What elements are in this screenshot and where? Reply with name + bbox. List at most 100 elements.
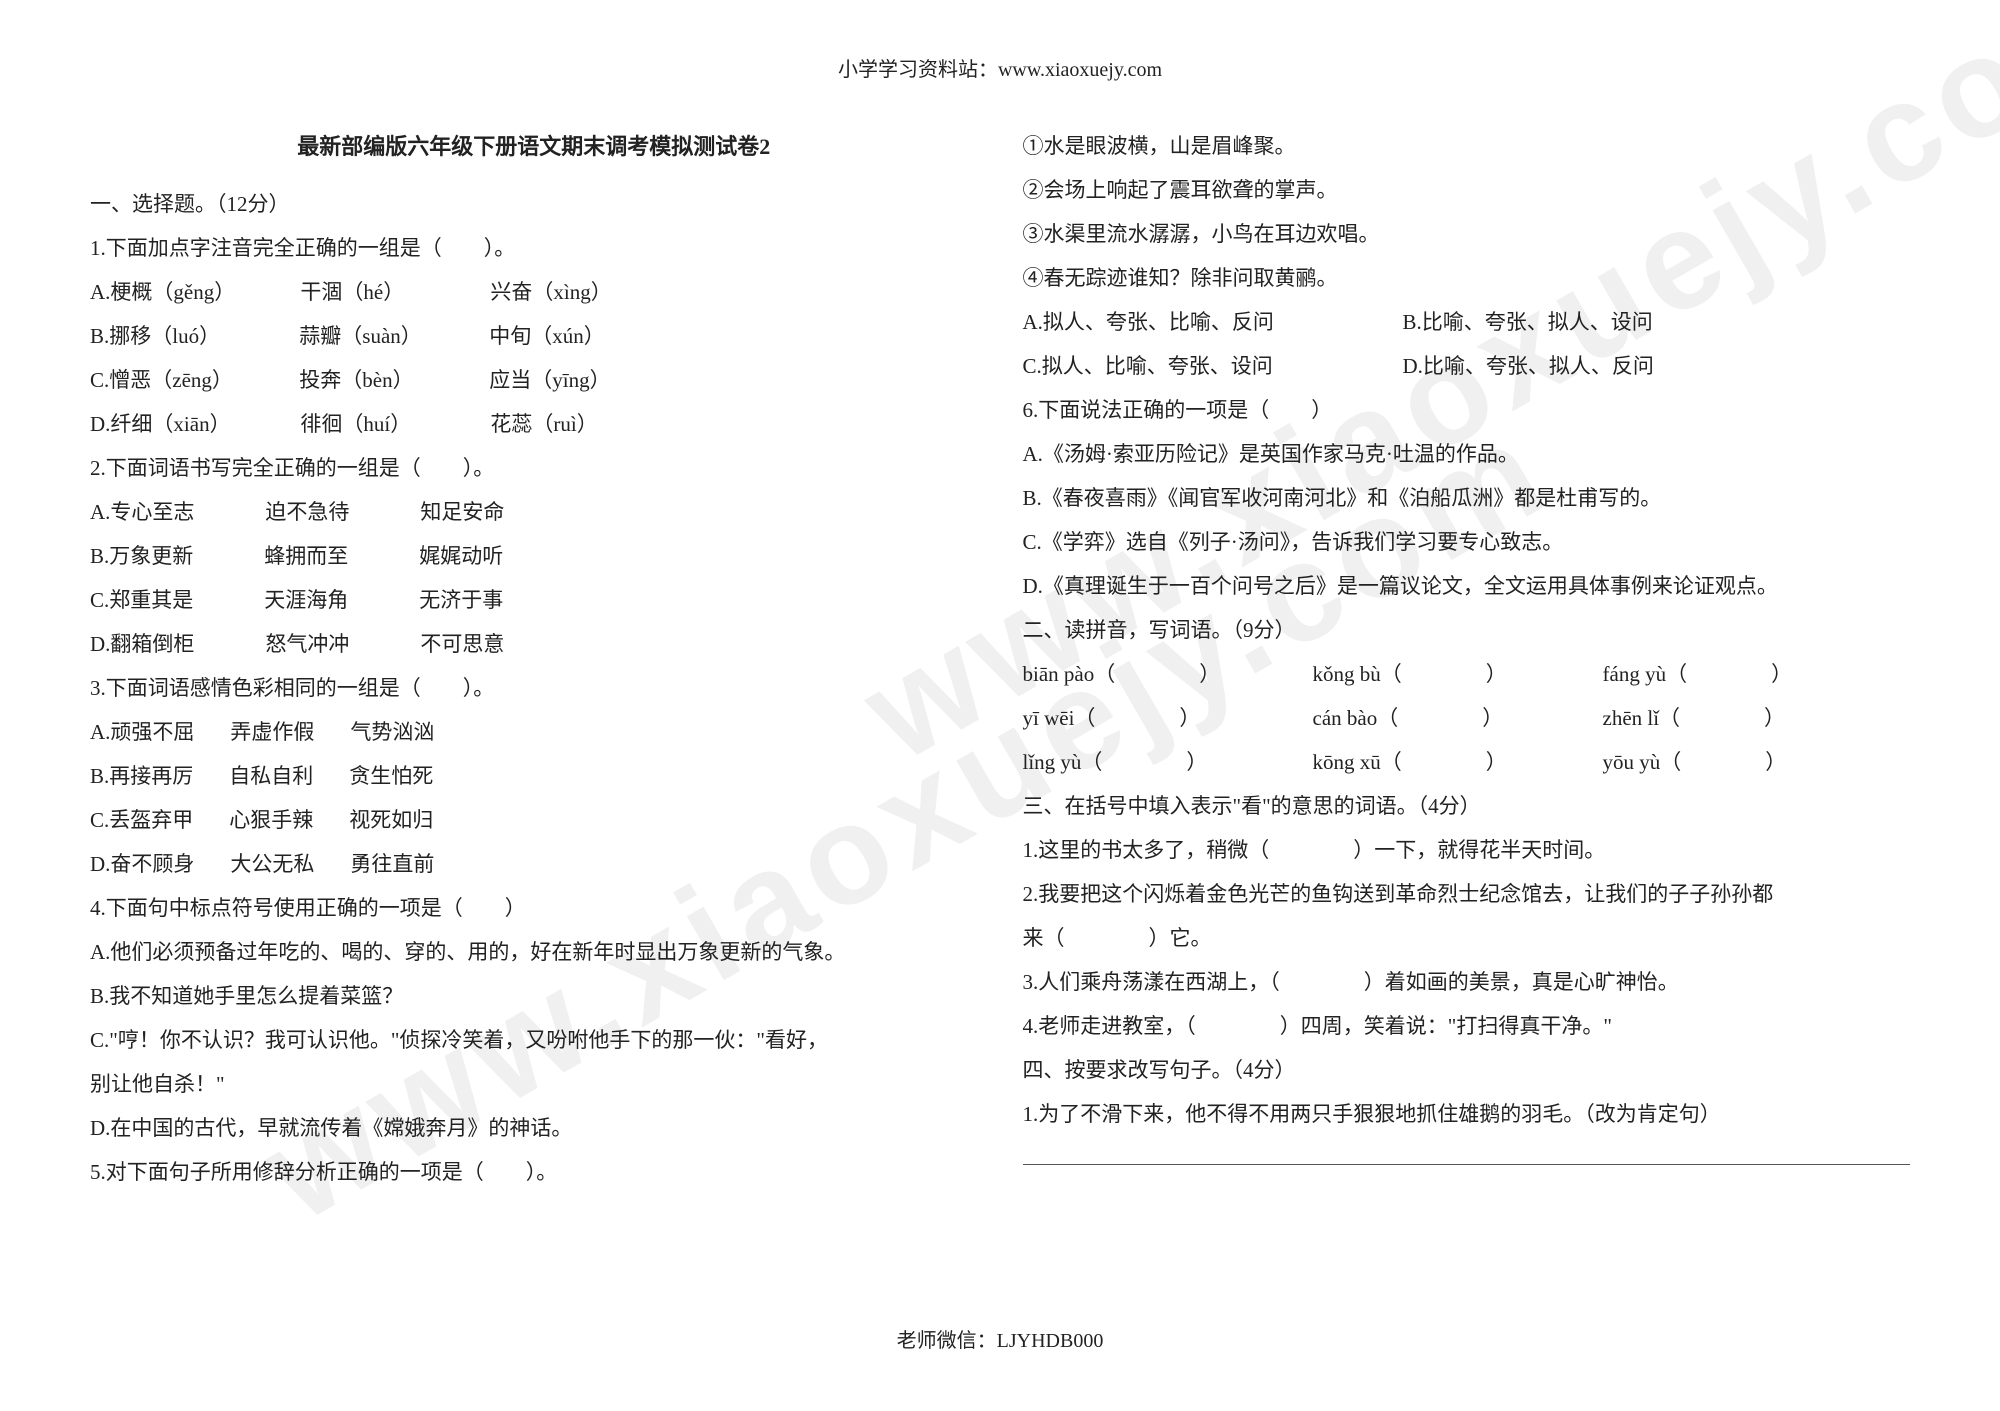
word: 投奔（bèn） xyxy=(299,359,489,401)
word: 顽强不屈 xyxy=(110,711,230,753)
opt-prefix: A. xyxy=(90,720,110,744)
opt-d: D.比喻、夸张、拟人、反问 xyxy=(1403,354,1654,378)
word: 蒜瓣（suàn） xyxy=(299,315,489,357)
opt-prefix: C. xyxy=(90,588,109,612)
word: 心狠手辣 xyxy=(229,799,349,841)
pinyin-item: fáng yù（ ） xyxy=(1603,662,1793,686)
pinyin-row: yī wēi（ ）cán bào（ ）zhēn lǐ（ ） xyxy=(1023,697,1911,739)
q3-b: B.再接再厉自私自利贪生怕死 xyxy=(90,755,978,797)
q5-ab: A.拟人、夸张、比喻、反问B.比喻、夸张、拟人、设问 xyxy=(1023,301,1911,343)
opt-prefix: C. xyxy=(90,808,109,832)
q4-c2: 别让他自杀！" xyxy=(90,1063,978,1105)
word: 花蕊（ruì） xyxy=(490,412,597,436)
opt-prefix: A. xyxy=(90,500,110,524)
word: 迫不急待 xyxy=(265,491,420,533)
paper-title: 最新部编版六年级下册语文期末调考模拟测试卷2 xyxy=(90,125,978,169)
opt-prefix: A. xyxy=(90,280,110,304)
q6-stem: 6.下面说法正确的一项是（ ） xyxy=(1023,389,1911,431)
section4-head: 四、按要求改写句子。（4分） xyxy=(1023,1049,1911,1091)
word: 蜂拥而至 xyxy=(264,535,419,577)
q5-l2: ②会场上响起了震耳欲聋的掌声。 xyxy=(1023,169,1911,211)
word: 中旬（xún） xyxy=(489,324,605,348)
opt-a: A.拟人、夸张、比喻、反问 xyxy=(1023,301,1403,343)
word: 知足安命 xyxy=(420,500,504,524)
q3-d: D.奋不顾身大公无私勇往直前 xyxy=(90,843,978,885)
opt-prefix: B. xyxy=(90,544,109,568)
word: 弄虚作假 xyxy=(230,711,350,753)
q2-a: A.专心至志迫不急待知足安命 xyxy=(90,491,978,533)
q6-b: B.《春夜喜雨》《闻官军收河南河北》和《泊船瓜洲》都是杜甫写的。 xyxy=(1023,477,1911,519)
opt-b: B.比喻、夸张、拟人、设问 xyxy=(1403,310,1653,334)
pinyin-item: kōng xū（ ） xyxy=(1313,741,1603,783)
word: 专心至志 xyxy=(110,491,265,533)
opt-prefix: B. xyxy=(90,324,109,348)
pinyin-row: lǐng yù（ ）kōng xū（ ）yōu yù（ ） xyxy=(1023,741,1911,783)
word: 娓娓动听 xyxy=(419,544,503,568)
q4-b: B.我不知道她手里怎么提着菜篮？ xyxy=(90,975,978,1017)
word: 贪生怕死 xyxy=(349,764,433,788)
word: 不可思意 xyxy=(420,632,504,656)
word: 郑重其是 xyxy=(109,579,264,621)
page-header: 小学学习资料站：www.xiaoxuejy.com xyxy=(90,50,1910,90)
q2-d: D.翻箱倒柜怒气冲冲不可思意 xyxy=(90,623,978,665)
q1-a: A.梗概（gěng）干涸（hé）兴奋（xìng） xyxy=(90,271,978,313)
page-content: 小学学习资料站：www.xiaoxuejy.com 最新部编版六年级下册语文期末… xyxy=(0,0,2000,1235)
pinyin-row: biān pào（ ）kǒng bù（ ）fáng yù（ ） xyxy=(1023,653,1911,695)
q1-stem: 1.下面加点字注音完全正确的一组是（ ）。 xyxy=(90,227,978,269)
word: 梗概（gěng） xyxy=(110,271,300,313)
word: 应当（yīng） xyxy=(489,368,610,392)
section-head: 一、选择题。（12分） xyxy=(90,183,978,225)
word: 兴奋（xìng） xyxy=(490,280,611,304)
word: 丢盔弃甲 xyxy=(109,799,229,841)
pinyin-item: yōu yù（ ） xyxy=(1603,750,1787,774)
q6-c: C.《学弈》选自《列子·汤问》，告诉我们学习要专心致志。 xyxy=(1023,521,1911,563)
word: 勇往直前 xyxy=(350,852,434,876)
q3-c: C.丢盔弃甲心狠手辣视死如归 xyxy=(90,799,978,841)
opt-prefix: D. xyxy=(90,852,110,876)
left-column: 最新部编版六年级下册语文期末调考模拟测试卷2 一、选择题。（12分） 1.下面加… xyxy=(90,125,978,1195)
page-footer: 老师微信：LJYHDB000 xyxy=(0,1321,2000,1361)
q5-cd: C.拟人、比喻、夸张、设问D.比喻、夸张、拟人、反问 xyxy=(1023,345,1911,387)
word: 再接再厉 xyxy=(109,755,229,797)
answer-line xyxy=(1023,1137,1911,1179)
q4-d: D.在中国的古代，早就流传着《嫦娥奔月》的神话。 xyxy=(90,1107,978,1149)
word: 纤细（xiān） xyxy=(110,403,300,445)
section3-head: 三、在括号中填入表示"看"的意思的词语。（4分） xyxy=(1023,785,1911,827)
opt-c: C.拟人、比喻、夸张、设问 xyxy=(1023,345,1403,387)
word: 无济于事 xyxy=(419,588,503,612)
pinyin-item: yī wēi（ ） xyxy=(1023,697,1313,739)
word: 挪移（luó） xyxy=(109,315,299,357)
word: 憎恶（zēng） xyxy=(109,359,299,401)
blank-line xyxy=(1023,1145,1911,1165)
q2-stem: 2.下面词语书写完全正确的一组是（ ）。 xyxy=(90,447,978,489)
s3-q4: 4.老师走进教室，（ ）四周，笑着说："打扫得真干净。" xyxy=(1023,1005,1911,1047)
q3-a: A.顽强不屈弄虚作假气势汹汹 xyxy=(90,711,978,753)
q4-a: A.他们必须预备过年吃的、喝的、穿的、用的，好在新年时显出万象更新的气象。 xyxy=(90,931,978,973)
opt-prefix: B. xyxy=(90,764,109,788)
word: 翻箱倒柜 xyxy=(110,623,265,665)
q2-b: B.万象更新蜂拥而至娓娓动听 xyxy=(90,535,978,577)
q3-stem: 3.下面词语感情色彩相同的一组是（ ）。 xyxy=(90,667,978,709)
q5-l3: ③水渠里流水潺潺，小鸟在耳边欢唱。 xyxy=(1023,213,1911,255)
q5-l4: ④春无踪迹谁知？除非问取黄鹂。 xyxy=(1023,257,1911,299)
section2-head: 二、读拼音，写词语。（9分） xyxy=(1023,609,1911,651)
q6-a: A.《汤姆·索亚历险记》是英国作家马克·吐温的作品。 xyxy=(1023,433,1911,475)
q1-b: B.挪移（luó）蒜瓣（suàn）中旬（xún） xyxy=(90,315,978,357)
word: 大公无私 xyxy=(230,843,350,885)
word: 徘徊（huí） xyxy=(300,403,490,445)
word: 自私自利 xyxy=(229,755,349,797)
s4-q1: 1.为了不滑下来，他不得不用两只手狠狠地抓住雄鹅的羽毛。（改为肯定句） xyxy=(1023,1093,1911,1135)
word: 气势汹汹 xyxy=(350,720,434,744)
q4-stem: 4.下面句中标点符号使用正确的一项是（ ） xyxy=(90,887,978,929)
pinyin-item: biān pào（ ） xyxy=(1023,653,1313,695)
word: 万象更新 xyxy=(109,535,264,577)
q1-d: D.纤细（xiān）徘徊（huí）花蕊（ruì） xyxy=(90,403,978,445)
pinyin-item: lǐng yù（ ） xyxy=(1023,741,1313,783)
columns: 最新部编版六年级下册语文期末调考模拟测试卷2 一、选择题。（12分） 1.下面加… xyxy=(90,125,1910,1195)
word: 天涯海角 xyxy=(264,579,419,621)
pinyin-item: kǒng bù（ ） xyxy=(1313,653,1603,695)
opt-prefix: D. xyxy=(90,412,110,436)
right-column: ①水是眼波横，山是眉峰聚。 ②会场上响起了震耳欲聋的掌声。 ③水渠里流水潺潺，小… xyxy=(1023,125,1911,1195)
q6-d: D.《真理诞生于一百个问号之后》是一篇议论文，全文运用具体事例来论证观点。 xyxy=(1023,565,1911,607)
opt-prefix: C. xyxy=(90,368,109,392)
